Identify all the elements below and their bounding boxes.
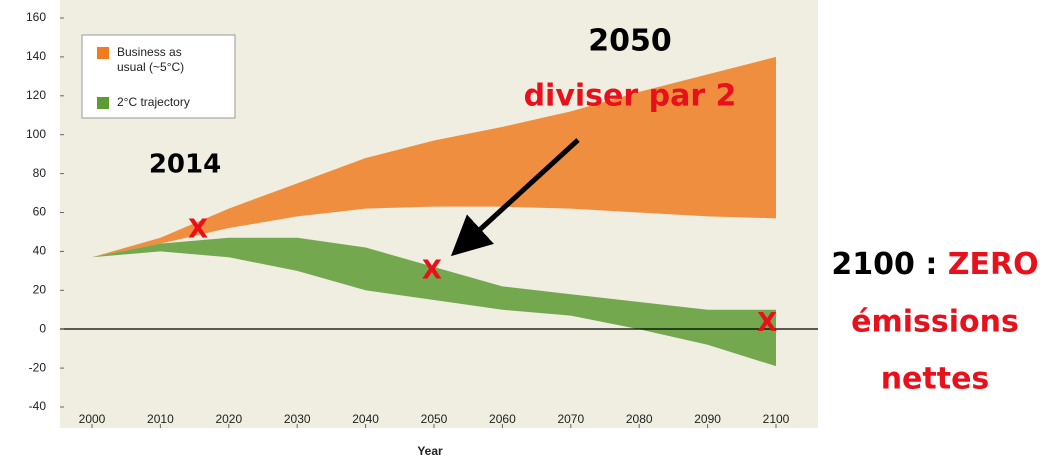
x-tick-label: 2040 bbox=[352, 412, 379, 426]
annotation: nettes bbox=[881, 362, 990, 397]
x-tick-label: 2070 bbox=[557, 412, 584, 426]
y-tick-label: -40 bbox=[29, 399, 47, 413]
legend-label: Business as bbox=[117, 45, 182, 59]
y-tick-label: 60 bbox=[33, 205, 47, 219]
y-tick-label: -20 bbox=[29, 360, 47, 374]
range-band bbox=[92, 56, 776, 258]
x-tick-label: 2010 bbox=[147, 412, 174, 426]
legend-swatch bbox=[97, 97, 109, 109]
x-tick-label: 2090 bbox=[694, 412, 721, 426]
marker: X bbox=[757, 308, 777, 338]
x-tick-label: 2030 bbox=[284, 412, 311, 426]
y-tick-label: 40 bbox=[33, 244, 47, 258]
annotation: 2100 : ZERO bbox=[831, 247, 1038, 282]
legend-label: 2°C trajectory bbox=[117, 95, 190, 109]
marker: X bbox=[188, 215, 208, 245]
annotation: émissions bbox=[851, 305, 1019, 340]
x-tick-label: 2060 bbox=[489, 412, 516, 426]
annotation: 2100 : bbox=[831, 247, 947, 282]
legend-label: Business as usual (~5°C) bbox=[117, 45, 184, 74]
y-tick-label: 160 bbox=[26, 10, 46, 24]
y-tick-label: 20 bbox=[33, 282, 47, 296]
x-tick-label: 2000 bbox=[79, 412, 106, 426]
annotation: ZERO bbox=[948, 247, 1039, 282]
y-tick-label: 120 bbox=[26, 88, 46, 102]
range-band bbox=[92, 237, 776, 367]
x-tick-label: 2100 bbox=[763, 412, 790, 426]
arrow bbox=[450, 138, 580, 257]
annotation: 2050 bbox=[588, 24, 672, 59]
x-tick-label: 2050 bbox=[421, 412, 448, 426]
y-tick-label: 140 bbox=[26, 49, 46, 63]
x-tick-label: 2020 bbox=[215, 412, 242, 426]
legend-label: usual (~5°C) bbox=[117, 60, 184, 74]
x-axis-label: Year bbox=[417, 444, 443, 458]
annotation: 2014 bbox=[149, 150, 221, 180]
y-tick-label: 100 bbox=[26, 127, 46, 141]
y-tick-label: 80 bbox=[33, 166, 47, 180]
x-tick-label: 2080 bbox=[626, 412, 653, 426]
y-tick-label: 0 bbox=[39, 321, 46, 335]
marker: X bbox=[422, 255, 442, 285]
annotation: diviser par 2 bbox=[524, 79, 737, 114]
legend-swatch bbox=[97, 47, 109, 59]
